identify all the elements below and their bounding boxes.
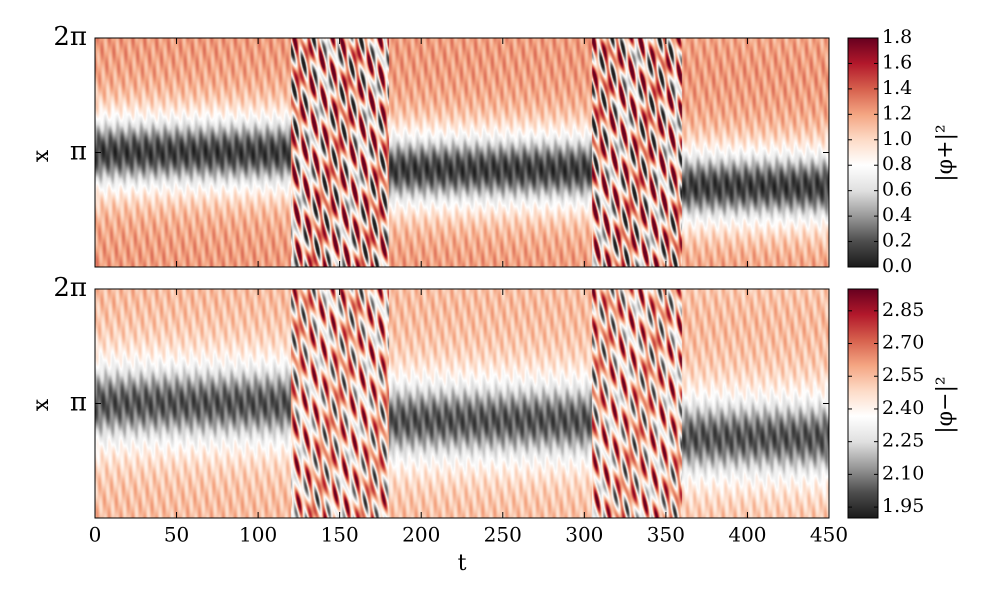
y-ticks-bottom: π 2π bbox=[53, 273, 829, 418]
colorbar-tick-label: 1.6 bbox=[882, 51, 912, 73]
y-tick-label: 2π bbox=[53, 22, 87, 52]
x-ticks-bottom: 0 50 100 150 200 250 300 350 400 450 bbox=[89, 289, 848, 547]
y-axis-label-top: x bbox=[29, 149, 54, 162]
heatmap-bottom bbox=[95, 289, 829, 518]
colorbar-top-ticks: 0.0 0.2 0.4 0.6 0.8 1.0 1.2 1.4 1.6 1.8 bbox=[848, 26, 912, 277]
colorbar-bottom-ticks: 1.95 2.10 2.25 2.40 2.55 2.70 2.85 bbox=[848, 299, 924, 517]
colorbar-tick-label: 2.25 bbox=[882, 430, 924, 452]
colorbar-tick-label: 0.4 bbox=[882, 204, 912, 226]
colorbar-top-bar bbox=[847, 37, 879, 268]
x-axis-label: t bbox=[458, 551, 467, 576]
x-tick-label: 200 bbox=[402, 523, 440, 547]
x-tick-label: 150 bbox=[321, 523, 359, 547]
colorbar-tick-label: 2.70 bbox=[882, 332, 924, 354]
colorbar-tick-label: 1.95 bbox=[882, 495, 924, 517]
y-axis-label-bottom: x bbox=[29, 398, 54, 411]
x-tick-label: 0 bbox=[89, 523, 102, 547]
colorbar-tick-label: 2.55 bbox=[882, 364, 924, 386]
colorbar-tick-label: 1.8 bbox=[882, 26, 912, 48]
x-tick-label: 400 bbox=[728, 523, 766, 547]
y-tick-label: π bbox=[70, 137, 87, 167]
heatmap-top bbox=[95, 38, 829, 267]
x-tick-label: 100 bbox=[239, 523, 277, 547]
panel-bottom: 0 50 100 150 200 250 300 350 400 450 π 2π x t bbox=[29, 273, 848, 576]
colorbar-tick-label: 0.6 bbox=[882, 179, 912, 201]
y-ticks-top: π 2π bbox=[53, 22, 829, 167]
colorbar-tick-label: 0.2 bbox=[882, 230, 912, 252]
colorbar-bottom: 1.95 2.10 2.25 2.40 2.55 2.70 2.85 |φ−|² bbox=[847, 288, 958, 519]
x-tick-label: 450 bbox=[810, 523, 848, 547]
x-tick-label: 300 bbox=[565, 523, 603, 547]
colorbar-tick-label: 1.0 bbox=[882, 128, 912, 150]
colorbar-tick-label: 0.0 bbox=[882, 255, 912, 277]
y-tick-label: π bbox=[70, 388, 87, 418]
x-tick-label: 350 bbox=[647, 523, 685, 547]
x-ticks-top bbox=[94, 38, 830, 267]
colorbar-top-label: |φ+|² bbox=[933, 124, 958, 181]
colorbar-tick-label: 0.8 bbox=[882, 153, 912, 175]
colorbar-tick-label: 2.10 bbox=[882, 462, 924, 484]
colorbar-tick-label: 1.4 bbox=[882, 77, 912, 99]
x-tick-label: 250 bbox=[484, 523, 522, 547]
colorbar-bottom-bar bbox=[847, 288, 879, 519]
colorbar-tick-label: 1.2 bbox=[882, 102, 912, 124]
x-tick-label: 50 bbox=[164, 523, 189, 547]
y-tick-label: 2π bbox=[53, 273, 87, 303]
colorbar-bottom-label: |φ−|² bbox=[933, 376, 958, 433]
colorbar-tick-label: 2.40 bbox=[882, 397, 924, 419]
colorbar-top: 0.0 0.2 0.4 0.6 0.8 1.0 1.2 1.4 1.6 1.8 |φ+|² bbox=[847, 26, 958, 277]
colorbar-tick-label: 2.85 bbox=[882, 299, 924, 321]
panel-top: π 2π x bbox=[29, 22, 830, 268]
